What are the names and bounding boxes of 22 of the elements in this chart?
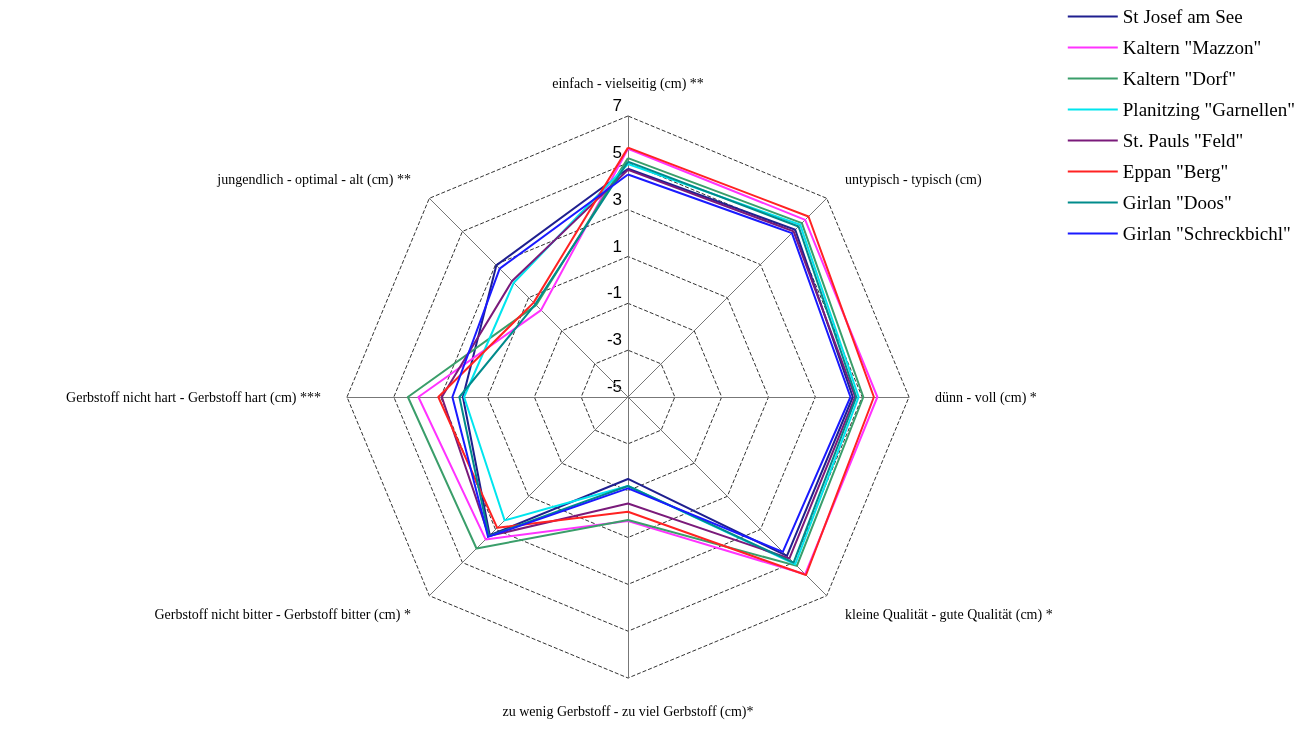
legend-label: St. Pauls "Feld"	[1122, 130, 1244, 151]
spoke-label: dünn - voll (cm) *	[935, 389, 1037, 406]
y-tick-label: -3	[606, 330, 622, 350]
legend-label: Girlan "Doos"	[1122, 192, 1232, 213]
legend-label: Planitzing "Garnellen"	[1122, 99, 1295, 120]
spoke-label: jungendlich - optimal - alt (cm) **	[216, 172, 411, 189]
spoke-label: untypisch - typisch (cm)	[845, 172, 982, 189]
spoke-label: zu wenig Gerbstoff - zu viel Gerbstoff (cm)*	[502, 703, 754, 720]
y-tick-label: -1	[606, 283, 622, 303]
legend-label: St Josef am See	[1122, 6, 1243, 27]
spoke-label: Gerbstoff nicht bitter - Gerbstoff bitter (cm) *	[154, 606, 411, 623]
spoke-label: einfach - vielseitig (cm) **	[552, 75, 704, 92]
y-tick-label: 1	[612, 236, 622, 256]
legend-label: Girlan "Schreckbichl"	[1122, 223, 1291, 244]
y-tick-label: 5	[612, 142, 622, 162]
y-tick-label: 3	[612, 189, 622, 209]
legend-label: Eppan "Berg"	[1122, 161, 1229, 182]
legend-label: Kaltern "Mazzon"	[1122, 37, 1262, 58]
spoke-label: Gerbstoff nicht hart - Gerbstoff hart (cm) ***	[66, 389, 321, 406]
y-tick-label: 7	[612, 96, 622, 115]
spoke-label: kleine Qualität - gute Qualität (cm) *	[845, 606, 1053, 623]
legend-label: Kaltern "Dorf"	[1122, 68, 1236, 89]
